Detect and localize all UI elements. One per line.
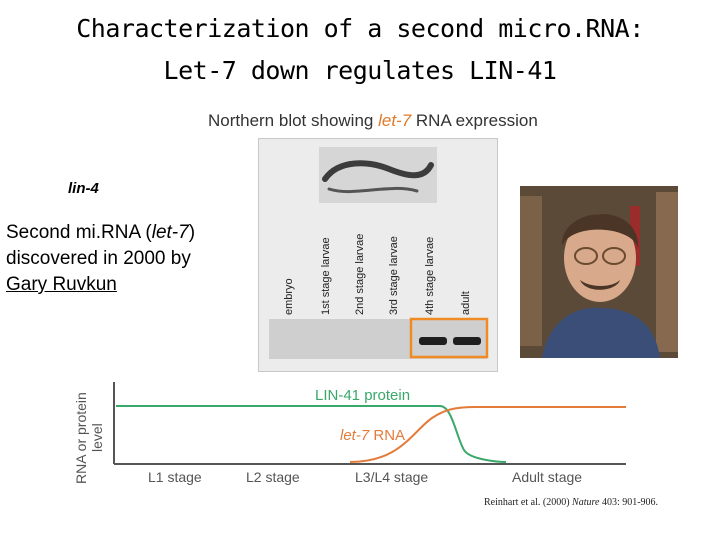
second-suffix: ) <box>188 222 196 243</box>
worm-icon <box>322 160 434 182</box>
stage-label-l1: L1 stage <box>148 469 202 485</box>
band-adult <box>453 337 481 345</box>
second-prefix: Second mi.RNA ( <box>6 222 152 243</box>
face <box>564 214 636 302</box>
blot-caption-pre: Northern blot showing <box>208 111 379 130</box>
second-gene: let-7 <box>151 222 189 243</box>
lin4-label: lin-4 <box>68 180 99 197</box>
mustache <box>580 280 620 290</box>
let7-rna-curve <box>349 406 626 463</box>
expression-graph-svg: LIN-41 protein let-7 RNA L1 stage L2 sta… <box>73 382 626 485</box>
northern-blot-figure: embryo 1st stage larvae 2nd stage larvae… <box>269 147 489 359</box>
citation-authors: Reinhart et al. (2000) <box>484 497 573 508</box>
title-line-1: Characterization of a second micro.RNA: <box>76 14 644 43</box>
highlight-box <box>409 317 489 359</box>
gary-ruvkun-link[interactable]: Gary Ruvkun <box>6 274 117 295</box>
band-l4 <box>419 337 447 345</box>
blot-caption-post: RNA expression <box>411 111 538 130</box>
glasses-right <box>602 247 626 265</box>
lane-label-l3: 3rd stage larvae <box>388 236 400 315</box>
stage-labels: L1 stage L2 stage L3/L4 stage Adult stag… <box>148 469 582 485</box>
expression-graph: LIN-41 protein let-7 RNA L1 stage L2 sta… <box>60 372 640 490</box>
lane-label-adult: adult <box>460 291 472 315</box>
gel-strip <box>269 319 487 359</box>
slide-title: Characterization of a second micro.RNA: … <box>0 8 720 92</box>
y-axis-label-line-2: level <box>89 423 105 452</box>
second-mirna-line-1: Second mi.RNA (let-7) <box>6 220 246 246</box>
y-axis-label: RNA or protein level <box>73 392 105 484</box>
let7-rna-label-suffix: RNA <box>369 427 405 444</box>
stage-label-l2: L2 stage <box>246 469 300 485</box>
second-mirna-text: Second mi.RNA (let-7) discovered in 2000… <box>6 220 246 298</box>
lin41-protein-label: LIN-41 protein <box>315 387 410 404</box>
hair <box>561 213 639 248</box>
let7-rna-label-gene: let-7 <box>340 427 370 444</box>
lane-label-l2: 2nd stage larvae <box>354 234 366 315</box>
books-left <box>520 196 542 346</box>
blot-caption: Northern blot showing let-7 RNA expressi… <box>208 111 538 131</box>
citation-ref: 403: 901-906. <box>599 497 659 508</box>
lin41-protein-curve <box>116 405 507 463</box>
lane-label-l1: 1st stage larvae <box>320 237 332 315</box>
lane-label-embryo: embryo <box>283 278 295 315</box>
citation: Reinhart et al. (2000) Nature 403: 901-9… <box>484 497 658 508</box>
y-axis-label-line-1: RNA or protein <box>73 392 89 484</box>
blot-caption-gene: let-7 <box>378 111 412 130</box>
stage-label-l3l4: L3/L4 stage <box>355 469 428 485</box>
glasses-left <box>574 247 598 265</box>
shirt <box>542 307 660 358</box>
worm-small-icon <box>327 186 419 194</box>
citation-journal: Nature <box>572 497 600 508</box>
title-line-2: Let-7 down regulates LIN-41 <box>163 56 557 85</box>
lane-labels: embryo 1st stage larvae 2nd stage larvae… <box>283 234 472 315</box>
gary-ruvkun-photo <box>520 186 678 358</box>
northern-blot-panel: embryo 1st stage larvae 2nd stage larvae… <box>258 138 498 372</box>
portrait-illustration <box>520 186 678 358</box>
stage-label-adult: Adult stage <box>512 469 582 485</box>
let7-rna-label: let-7 RNA <box>340 427 405 444</box>
discovered-line: discovered in 2000 by <box>6 248 191 269</box>
books-right <box>656 192 678 352</box>
lane-label-l4: 4th stage larvae <box>424 237 436 315</box>
